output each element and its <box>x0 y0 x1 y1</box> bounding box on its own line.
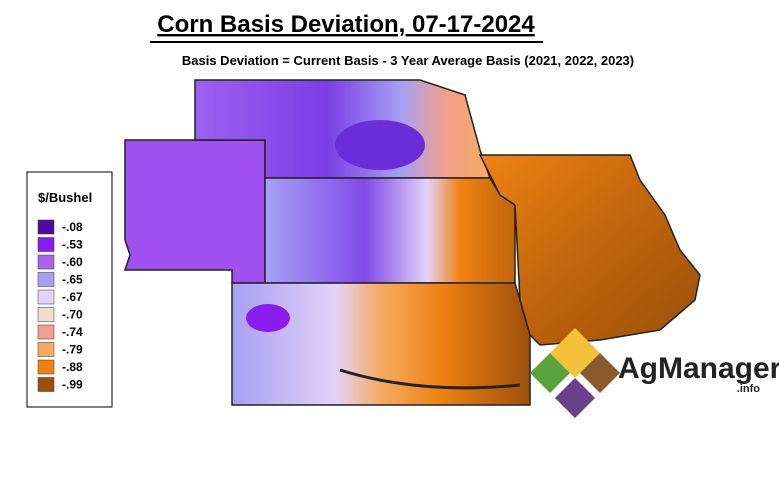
legend-swatch <box>37 289 55 305</box>
river <box>339 368 521 390</box>
legend-label: -.99 <box>62 378 83 392</box>
legend-swatch <box>37 324 55 340</box>
logo-name: AgManager <box>618 352 779 385</box>
legend-label: -.79 <box>62 343 83 357</box>
legend-swatch <box>37 254 55 270</box>
legend-label: -.08 <box>62 220 83 234</box>
legend-title: $/Bushel <box>38 190 92 205</box>
legend-label: -.65 <box>62 273 83 287</box>
legend: $/Bushel -.08 -.53 -.60 -.65 -.67 -.70 -.74 -.7… <box>26 171 113 408</box>
legend-label: -.67 <box>62 290 83 304</box>
legend-swatch <box>37 307 55 322</box>
region-west <box>123 139 266 284</box>
region-spot <box>335 120 425 170</box>
region-central <box>264 177 516 284</box>
legend-label: -.60 <box>62 255 83 269</box>
legend-label: -.88 <box>62 360 83 374</box>
legend-label: -.74 <box>62 325 83 339</box>
legend-swatch <box>37 219 55 235</box>
map <box>123 79 701 406</box>
title: Corn Basis Deviation, 07-17-2024 <box>157 11 535 38</box>
region-spot <box>246 304 290 332</box>
legend-swatch <box>37 359 55 375</box>
legend-label: -.53 <box>62 238 83 252</box>
logo-suffix: .info <box>737 383 760 395</box>
subtitle: Basis Deviation = Current Basis - 3 Year… <box>182 53 634 68</box>
logo-diamond <box>555 378 595 418</box>
logo-diamond <box>580 353 620 393</box>
legend-swatch <box>37 237 55 252</box>
legend-swatch <box>37 342 55 357</box>
region-east <box>478 154 701 346</box>
logo-diamond <box>530 353 570 393</box>
logo: AgManager .info <box>530 328 779 418</box>
legend-label: -.70 <box>62 308 83 322</box>
legend-swatch <box>37 377 55 392</box>
legend-swatch <box>37 272 55 287</box>
